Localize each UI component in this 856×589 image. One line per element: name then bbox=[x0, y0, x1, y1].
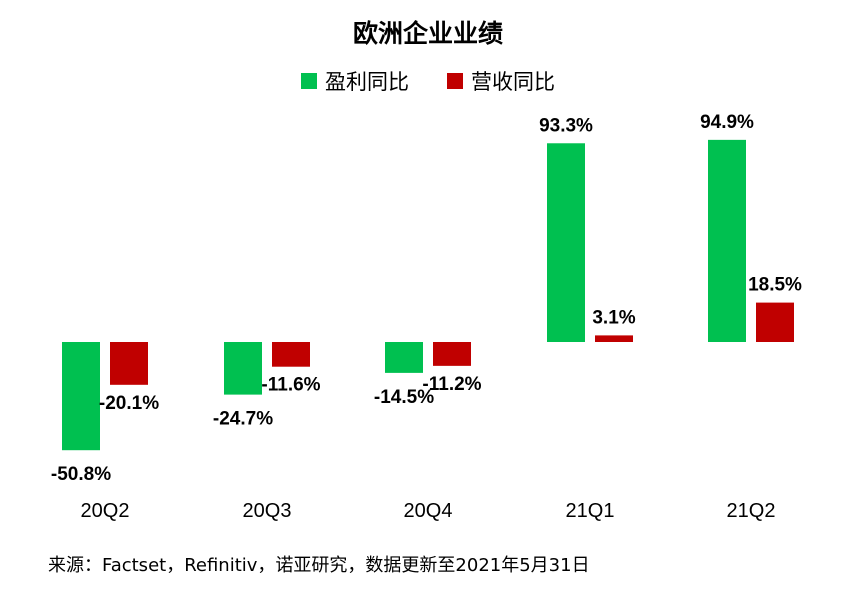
source-note: 来源：Factset，Refinitiv，诺亚研究，数据更新至2021年5月31… bbox=[48, 555, 590, 576]
bar-revenue-21Q1 bbox=[595, 335, 633, 342]
category-label-20Q3: 20Q3 bbox=[243, 500, 292, 522]
bar-earnings-20Q2 bbox=[62, 342, 100, 451]
category-label-21Q1: 21Q1 bbox=[566, 500, 615, 522]
data-label-revenue-20Q4: -11.2% bbox=[422, 374, 481, 395]
legend-entry-earnings: 盈利同比 bbox=[301, 66, 409, 96]
category-label-20Q4: 20Q4 bbox=[404, 500, 453, 522]
bar-revenue-20Q3 bbox=[272, 342, 310, 367]
bar-revenue-20Q4 bbox=[433, 342, 471, 366]
legend-swatch-earnings bbox=[301, 73, 317, 89]
legend: 盈利同比 营收同比 bbox=[0, 66, 856, 96]
legend-label-revenue: 营收同比 bbox=[471, 70, 555, 94]
data-label-earnings-21Q1: 93.3% bbox=[539, 115, 593, 136]
legend-entry-revenue: 营收同比 bbox=[447, 66, 555, 96]
data-label-revenue-21Q2: 18.5% bbox=[748, 275, 802, 296]
bar-revenue-21Q2 bbox=[756, 302, 794, 342]
data-label-revenue-21Q1: 3.1% bbox=[592, 307, 635, 328]
data-label-earnings-20Q2: -50.8% bbox=[51, 464, 111, 485]
category-label-20Q2: 20Q2 bbox=[81, 500, 130, 522]
bar-earnings-21Q2 bbox=[708, 139, 746, 342]
data-label-revenue-20Q2: -20.1% bbox=[99, 393, 159, 414]
data-label-revenue-20Q3: -11.6% bbox=[261, 375, 320, 396]
category-label-21Q2: 21Q2 bbox=[727, 500, 776, 522]
data-label-earnings-20Q3: -24.7% bbox=[213, 409, 273, 430]
bar-earnings-20Q3 bbox=[224, 342, 262, 395]
bar-earnings-21Q1 bbox=[547, 143, 585, 342]
bar-revenue-20Q2 bbox=[110, 342, 148, 385]
data-label-earnings-21Q2: 94.9% bbox=[700, 112, 754, 133]
legend-label-earnings: 盈利同比 bbox=[325, 70, 409, 94]
bar-earnings-20Q4 bbox=[385, 342, 423, 373]
chart-title: 欧洲企业业绩 bbox=[352, 19, 503, 48]
legend-swatch-revenue bbox=[447, 73, 463, 89]
data-label-earnings-20Q4: -14.5% bbox=[374, 387, 434, 408]
